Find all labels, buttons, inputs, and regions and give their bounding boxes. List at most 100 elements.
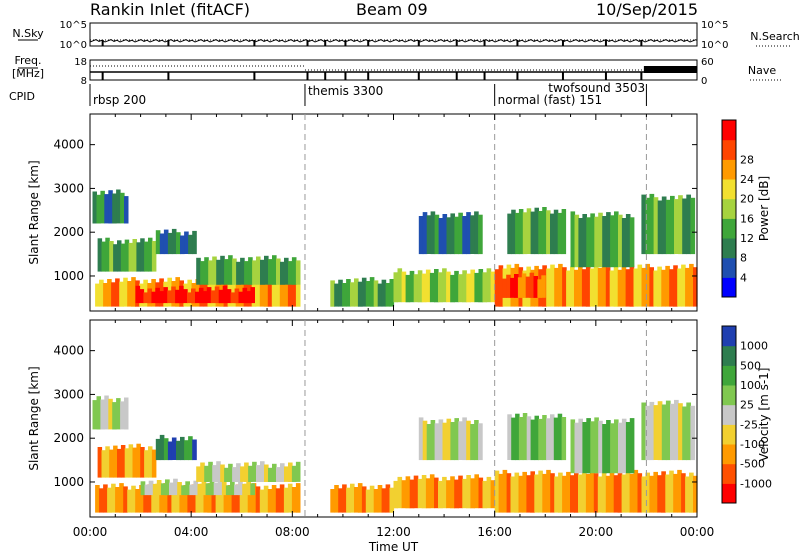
velocity-data-cell <box>283 487 289 513</box>
velocity-data-cell <box>613 475 619 513</box>
power-data-cell <box>621 265 627 307</box>
velocity-data-cell <box>507 414 512 460</box>
velocity-data-cell <box>645 405 651 461</box>
velocity-data-cell <box>216 461 221 482</box>
velocity-data-cell <box>641 402 647 461</box>
velocity-data-cell <box>470 478 475 509</box>
velocity-data-cell <box>454 479 459 509</box>
velocity-colorbar-swatch <box>722 326 736 347</box>
station-title: Rankin Inlet (fitACF) <box>90 0 251 19</box>
power-data-cell <box>338 279 343 307</box>
power-data-cell <box>518 209 524 255</box>
velocity-data-cell <box>530 419 536 461</box>
velocity-colorbar-frame <box>721 325 737 504</box>
power-data-cell <box>434 269 439 303</box>
velocity-data-cell <box>494 470 500 513</box>
power-data-cell <box>131 277 136 307</box>
velocity-data-cell <box>117 448 122 478</box>
power-data-cell <box>401 271 407 303</box>
power-data-cell <box>124 239 130 272</box>
velocity-data-cell <box>248 465 253 482</box>
velocity-data-cell <box>189 484 195 496</box>
xtick-label: 20:00 <box>579 525 614 539</box>
power-data-cell <box>216 259 221 285</box>
power-data-cell <box>442 214 448 255</box>
power-data-cell <box>494 269 500 307</box>
power-data-cell <box>537 279 542 298</box>
velocity-data-cell <box>542 415 547 461</box>
velocity-data-cell <box>550 414 555 460</box>
velocity-data-cell <box>97 447 103 478</box>
velocity-data-cell <box>557 413 563 461</box>
velocity-data-cell <box>373 489 379 513</box>
power-data-cell <box>140 238 145 272</box>
power-data-cell <box>242 287 248 304</box>
power-colorbar-frame <box>721 119 737 298</box>
power-data-cell <box>482 272 488 303</box>
velocity-data-cell <box>538 418 543 461</box>
power-data-cell <box>669 269 674 307</box>
velocity-data-cell <box>649 401 655 461</box>
velocity-data-cell <box>578 474 583 513</box>
beam-label: Beam 09 <box>356 0 428 19</box>
power-colorbar-swatch <box>722 120 736 141</box>
velocity-data-cell <box>291 487 297 513</box>
power-data-cell <box>275 279 281 307</box>
velocity-data-cell <box>466 475 471 509</box>
power-data-cell <box>99 279 104 307</box>
velocity-data-cell <box>112 402 117 430</box>
power-data-cell <box>421 273 427 303</box>
power-data-cell <box>690 197 696 255</box>
velocity-data-cell <box>629 418 635 474</box>
power-data-cell <box>425 269 431 303</box>
velocity-data-cell <box>346 487 351 513</box>
power-data-cell <box>167 232 173 255</box>
velocity-data-cell <box>470 424 475 461</box>
power-data-cell <box>610 215 615 268</box>
velocity-data-cell <box>661 471 666 513</box>
power-data-cell <box>214 286 220 304</box>
velocity-data-cell <box>256 465 261 482</box>
velocity-data-cell <box>212 465 217 482</box>
power-data-cell <box>226 289 232 304</box>
velocity-data-cell <box>169 482 174 496</box>
power-data-cell <box>442 268 447 303</box>
velocity-data-cell <box>542 473 547 513</box>
power-data-cell <box>521 273 527 298</box>
velocity-data-cell <box>268 467 273 482</box>
velocity-data-cell <box>163 438 169 461</box>
velocity-data-cell <box>232 467 237 482</box>
velocity-data-cell <box>136 443 141 478</box>
velocity-data-cell <box>276 467 281 482</box>
velocity-data-cell <box>670 403 675 461</box>
nave-tick-label: 0 <box>701 76 707 87</box>
velocity-data-cell <box>148 480 154 496</box>
velocity-data-cell <box>295 483 301 513</box>
velocity-data-cell <box>287 483 293 513</box>
velocity-data-cell <box>199 483 205 513</box>
velocity-data-cell <box>111 483 116 513</box>
power-data-cell <box>558 263 563 307</box>
velocity-data-cell <box>271 485 277 513</box>
velocity-data-cell <box>561 417 567 461</box>
velocity-data-cell <box>357 483 363 513</box>
velocity-data-cell <box>610 423 615 474</box>
velocity-data-cell <box>295 461 301 482</box>
power-data-cell <box>426 215 432 254</box>
power-data-cell <box>466 212 471 255</box>
power-data-cell <box>525 276 531 298</box>
power-data-cell <box>107 279 112 307</box>
velocity-data-cell <box>175 485 180 513</box>
velocity-data-cell <box>104 395 109 430</box>
velocity-data-cell <box>185 481 190 496</box>
power-data-cell <box>515 212 520 255</box>
power-data-cell <box>95 283 100 307</box>
velocity-data-cell <box>426 424 432 461</box>
power-data-cell <box>124 196 129 224</box>
power-data-cell <box>613 266 619 307</box>
velocity-data-cell <box>641 476 647 513</box>
velocity-data-cell <box>446 418 452 461</box>
velocity-data-cell <box>204 465 209 482</box>
power-data-cell <box>188 234 193 255</box>
velocity-data-cell <box>208 461 213 482</box>
